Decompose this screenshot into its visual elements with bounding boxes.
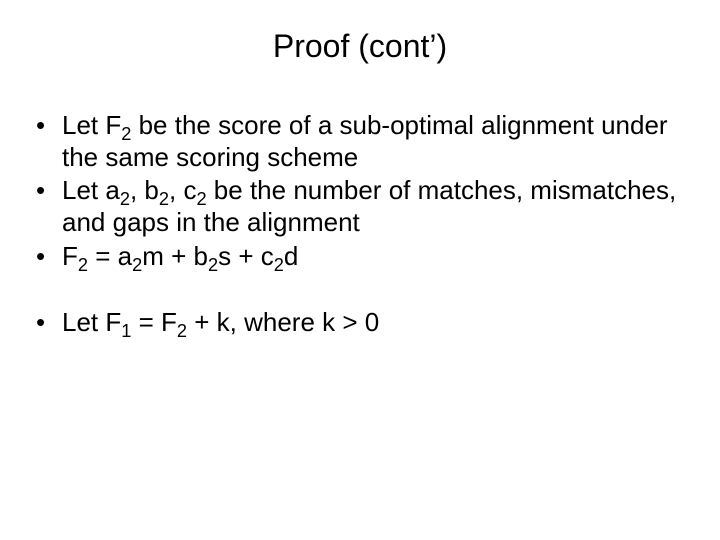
bullet-item: Let F2 be the score of a sub-optimal ali… — [34, 110, 690, 173]
subscript: 2 — [120, 190, 130, 210]
subscript: 2 — [159, 190, 169, 210]
subscript: 2 — [196, 190, 206, 210]
bullet-list: Let F2 be the score of a sub-optimal ali… — [34, 110, 690, 338]
slide-title: Proof (cont’) — [30, 28, 690, 65]
subscript: 2 — [177, 321, 187, 341]
subscript: 2 — [274, 255, 284, 275]
slide: Proof (cont’) Let F2 be the score of a s… — [0, 0, 720, 540]
bullet-item: Let F1 = F2 + k, where k > 0 — [34, 307, 690, 339]
subscript: 2 — [78, 255, 88, 275]
subscript: 2 — [208, 255, 218, 275]
bullet-item: F2 = a2m + b2s + c2d — [34, 241, 690, 273]
subscript: 2 — [132, 255, 142, 275]
subscript: 1 — [121, 321, 131, 341]
bullet-item: Let a2, b2, c2 be the number of matches,… — [34, 175, 690, 238]
subscript: 2 — [121, 124, 131, 144]
